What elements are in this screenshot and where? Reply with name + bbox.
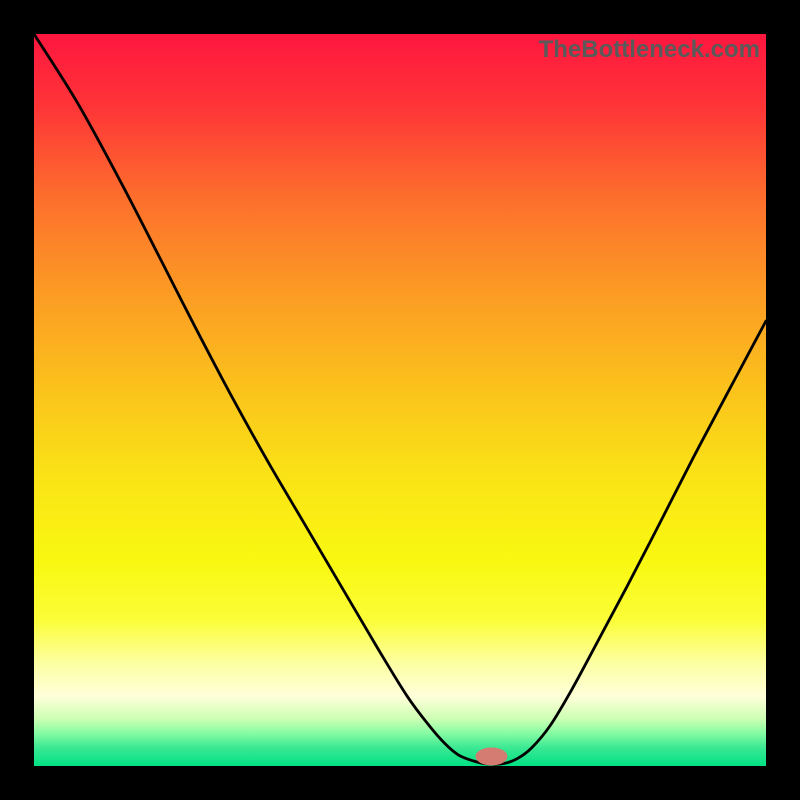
chart-frame: TheBottleneck.com: [0, 0, 800, 800]
bottleneck-curve: [34, 34, 766, 764]
plot-area: [34, 34, 766, 766]
bottleneck-marker: [476, 747, 508, 765]
bottleneck-curve-svg: [34, 34, 766, 766]
watermark-text: TheBottleneck.com: [539, 36, 760, 64]
